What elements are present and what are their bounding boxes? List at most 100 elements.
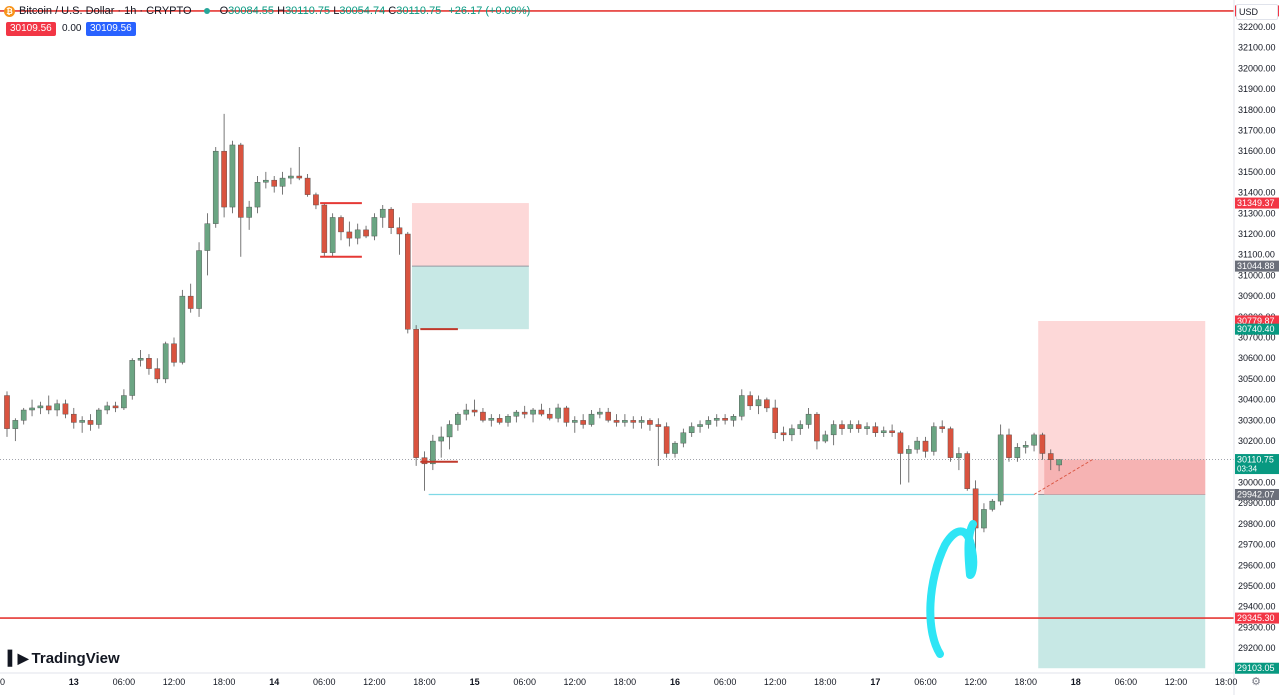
candle bbox=[964, 451, 971, 491]
candle bbox=[346, 221, 353, 247]
price-label: 29345.30 bbox=[1237, 613, 1275, 623]
price-label-bg bbox=[1235, 662, 1279, 674]
candle bbox=[939, 420, 945, 433]
candle bbox=[655, 418, 662, 466]
price-tick-label: 32200.00 bbox=[1238, 22, 1276, 32]
tradingview-mark-icon: ▍▶ bbox=[8, 650, 29, 666]
time-tick-label: 12:00 bbox=[764, 677, 787, 687]
candle bbox=[87, 414, 94, 431]
price-tick-label: 31700.00 bbox=[1238, 125, 1276, 135]
candle bbox=[647, 418, 653, 431]
candle bbox=[580, 414, 586, 429]
candle bbox=[129, 358, 136, 400]
time-axis[interactable]: 00 13 06:00 12:00 18:00 14 06:00 12:00 18:00 15 06… bbox=[0, 672, 1237, 687]
price-label: 30740.40 bbox=[1237, 324, 1275, 334]
candle bbox=[104, 401, 110, 415]
price-label-bg bbox=[1235, 488, 1279, 500]
candle bbox=[288, 167, 294, 185]
candle bbox=[864, 422, 870, 435]
candle bbox=[789, 424, 795, 442]
buy-button[interactable]: 30109.56 bbox=[86, 22, 136, 36]
candle bbox=[121, 389, 127, 411]
time-tick-label: 12:00 bbox=[1165, 677, 1188, 687]
candle bbox=[730, 414, 737, 427]
price-tick-label: 30900.00 bbox=[1238, 291, 1276, 301]
price-tick-label: 31900.00 bbox=[1238, 84, 1276, 94]
price-label-bg bbox=[1235, 260, 1279, 272]
projection-line bbox=[1033, 459, 1093, 495]
candle bbox=[1022, 441, 1029, 454]
candle bbox=[505, 414, 511, 427]
price-tick-label: 31500.00 bbox=[1238, 167, 1276, 177]
time-tick-label: 18:00 bbox=[814, 677, 837, 687]
candle bbox=[613, 414, 620, 427]
gear-icon[interactable]: ⚙ bbox=[1251, 676, 1261, 688]
price-tick-label: 31000.00 bbox=[1238, 270, 1276, 280]
tradingview-logo[interactable]: ▍▶ TradingView bbox=[8, 650, 120, 667]
candle bbox=[588, 410, 595, 427]
price-axis[interactable]: 29200.00 29300.00 29400.00 29500.00 29600.00… bbox=[1233, 0, 1280, 695]
candle bbox=[530, 407, 536, 423]
candle bbox=[705, 416, 712, 429]
price-tick-label: 29800.00 bbox=[1238, 519, 1276, 529]
currency-selector[interactable]: USD bbox=[1236, 4, 1278, 20]
candle bbox=[513, 410, 520, 423]
candle bbox=[438, 426, 445, 458]
candle bbox=[805, 407, 812, 429]
candle bbox=[70, 407, 77, 429]
price-label-bg bbox=[1235, 323, 1279, 335]
candle bbox=[914, 436, 920, 454]
pos2-target-zone[interactable] bbox=[1038, 494, 1206, 669]
candle bbox=[388, 207, 394, 234]
candle bbox=[546, 407, 553, 421]
candle bbox=[1031, 432, 1037, 452]
candle bbox=[897, 430, 904, 485]
sell-button[interactable]: 30109.56 bbox=[6, 22, 56, 36]
candle bbox=[187, 283, 194, 313]
candle bbox=[271, 176, 278, 193]
symbol-title[interactable]: Bitcoin / U.S. Dollar · 1h · CRYPTO bbox=[19, 5, 192, 17]
price-tick-label: 30400.00 bbox=[1238, 395, 1276, 405]
candle bbox=[62, 399, 69, 419]
price-tick-label: 29300.00 bbox=[1238, 622, 1276, 632]
candle bbox=[1056, 459, 1062, 472]
price-label: 30110.75 bbox=[1237, 455, 1274, 465]
candle bbox=[254, 176, 261, 214]
candle bbox=[947, 426, 954, 462]
candle bbox=[538, 403, 545, 417]
price-label-bg bbox=[1235, 315, 1279, 327]
time-tick-label: 18 bbox=[1071, 677, 1081, 687]
candle bbox=[54, 399, 60, 417]
price-label-bg bbox=[1235, 197, 1279, 209]
price-tick-label: 32100.00 bbox=[1238, 43, 1276, 53]
price-tick-label: 31300.00 bbox=[1238, 208, 1276, 218]
candle bbox=[797, 420, 804, 435]
candles bbox=[4, 113, 1062, 551]
candle bbox=[855, 420, 862, 433]
drawing-overlays bbox=[320, 202, 1093, 495]
candle bbox=[822, 430, 829, 444]
candle bbox=[413, 325, 419, 466]
pos1-target-zone[interactable] bbox=[411, 266, 529, 330]
candle bbox=[672, 441, 678, 458]
candle bbox=[1006, 428, 1012, 462]
candle bbox=[296, 147, 303, 181]
price-tick-label: 31400.00 bbox=[1238, 188, 1276, 198]
pos1-stop-zone[interactable] bbox=[411, 203, 529, 267]
candle bbox=[446, 420, 453, 450]
time-tick-label: 06:00 bbox=[313, 677, 336, 687]
candle bbox=[747, 391, 753, 411]
price-label: 29103.05 bbox=[1237, 663, 1275, 673]
candle bbox=[196, 242, 202, 317]
candle bbox=[137, 349, 144, 367]
candle bbox=[764, 397, 770, 413]
price-tick-label: 31100.00 bbox=[1238, 250, 1275, 260]
price-tick-label: 30300.00 bbox=[1238, 415, 1276, 425]
cyan-arrow-drawing bbox=[926, 520, 978, 658]
spread-value: 0.00 bbox=[58, 22, 86, 36]
candle bbox=[313, 192, 319, 210]
candle bbox=[405, 231, 411, 334]
countdown-label: 03:34 bbox=[1237, 465, 1258, 474]
price-tick-label: 29400.00 bbox=[1238, 602, 1276, 612]
